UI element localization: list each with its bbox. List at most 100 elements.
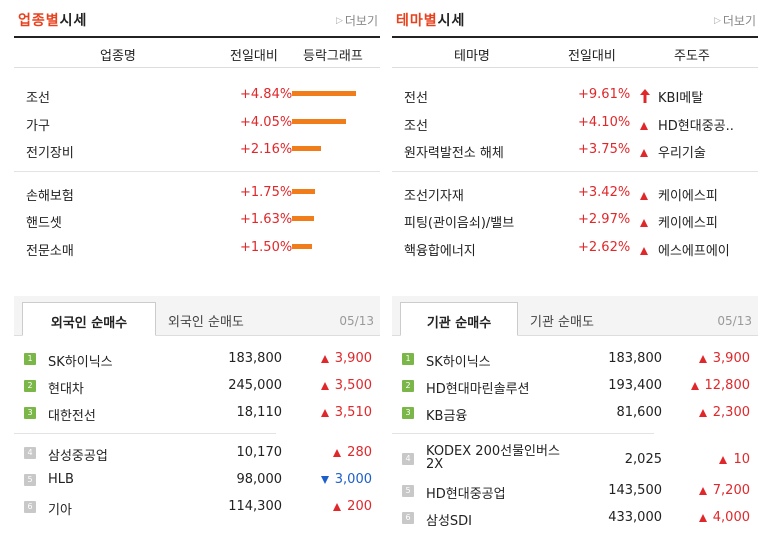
triangle-up-icon bbox=[719, 455, 728, 464]
tab-foreign-buy[interactable]: 외국인 순매수 bbox=[22, 302, 156, 336]
stock-row[interactable]: 3 대한전선 18,110 3,510 bbox=[14, 400, 380, 427]
stock-price: 183,800 bbox=[608, 351, 662, 366]
stock-name[interactable]: 현대차 bbox=[48, 382, 84, 397]
theme-leader[interactable]: KBI메탈 bbox=[658, 91, 704, 106]
stock-name-line2[interactable]: 2X bbox=[426, 457, 444, 472]
stock-price: 183,800 bbox=[228, 351, 282, 366]
theme-name[interactable]: 핵융합에너지 bbox=[404, 243, 476, 259]
theme-row[interactable]: 피팅(관이음쇠)/밸브 +2.97% 케이에스피 bbox=[392, 207, 758, 235]
theme-row[interactable]: 조선 +4.10% HD현대중공.. bbox=[392, 110, 758, 138]
industry-change: +1.50% bbox=[240, 239, 293, 255]
stock-change: 3,500 bbox=[334, 378, 372, 393]
stock-row[interactable]: 2 현대차 245,000 3,500 bbox=[14, 373, 380, 400]
stock-name[interactable]: 삼성중공업 bbox=[48, 449, 108, 464]
stock-name[interactable]: KB금융 bbox=[426, 409, 468, 424]
stock-row[interactable]: 4 삼성중공업 10,170 280 bbox=[14, 440, 380, 467]
stock-row[interactable]: 3 KB금융 81,600 2,300 bbox=[392, 400, 758, 427]
theme-leader[interactable]: 에스에프에이 bbox=[658, 243, 730, 259]
industry-row[interactable]: 전기장비 +2.16% bbox=[14, 137, 380, 165]
industry-row[interactable]: 조선 +4.84% bbox=[14, 82, 380, 110]
stock-change-wrap: 3,510 bbox=[320, 405, 372, 420]
industry-change: +4.05% bbox=[240, 114, 293, 130]
stock-name[interactable]: HD현대중공업 bbox=[426, 487, 506, 502]
theme-leader[interactable]: 케이에스피 bbox=[658, 188, 718, 204]
stock-row[interactable]: 5 HLB 98,000 3,000 bbox=[14, 467, 380, 494]
stock-change: 12,800 bbox=[704, 378, 751, 393]
stock-name[interactable]: 기아 bbox=[48, 503, 72, 518]
theme-name[interactable]: 원자력발전소 해체 bbox=[404, 146, 504, 161]
stock-change-wrap: 3,900 bbox=[320, 351, 372, 366]
change-bar bbox=[292, 243, 312, 249]
tab-institution-buy[interactable]: 기관 순매수 bbox=[400, 302, 518, 336]
industry-row[interactable]: 핸드셋 +1.63% bbox=[14, 207, 380, 235]
stock-name[interactable]: SK하이닉스 bbox=[48, 355, 113, 370]
stock-name[interactable]: KODEX 200선물인버스 bbox=[426, 444, 560, 459]
theme-name[interactable]: 조선기자재 bbox=[404, 188, 464, 204]
stock-row[interactable]: 1 SK하이닉스 183,800 3,900 bbox=[392, 346, 758, 373]
industry-name[interactable]: 핸드셋 bbox=[26, 216, 62, 231]
col-change: 전일대비 bbox=[568, 49, 616, 64]
group-divider bbox=[392, 170, 758, 172]
col-theme-name: 테마명 bbox=[454, 49, 490, 64]
theme-title: 테마별시세 bbox=[396, 13, 466, 29]
tab-institution-sell[interactable]: 기관 순매도 bbox=[530, 315, 594, 330]
stock-name[interactable]: 대한전선 bbox=[48, 409, 96, 424]
industry-row[interactable]: 손해보험 +1.75% bbox=[14, 180, 380, 208]
tab-foreign-sell[interactable]: 외국인 순매도 bbox=[168, 315, 244, 330]
change-bar bbox=[292, 188, 315, 194]
theme-change: +2.62% bbox=[578, 239, 631, 255]
stock-name[interactable]: SK하이닉스 bbox=[426, 355, 491, 370]
stock-row[interactable]: 6 삼성SDI 433,000 4,000 bbox=[392, 505, 758, 532]
industry-row[interactable]: 가구 +4.05% bbox=[14, 110, 380, 138]
industry-name[interactable]: 전기장비 bbox=[26, 146, 74, 161]
industry-name[interactable]: 전문소매 bbox=[26, 243, 74, 259]
stock-change: 3,510 bbox=[334, 405, 372, 420]
industry-more-link[interactable]: ▷ 더보기 bbox=[335, 14, 378, 28]
chevron-right-icon: ▷ bbox=[335, 15, 343, 26]
theme-row[interactable]: 전선 +9.61% KBI메탈 bbox=[392, 82, 758, 110]
institution-tabs: 기관 순매수 기관 순매도 05/13 bbox=[392, 296, 758, 336]
stock-name[interactable]: HLB bbox=[48, 472, 74, 487]
foreign-panel: 외국인 순매수 외국인 순매도 05/13 1 SK하이닉스 183,800 3,90… bbox=[14, 296, 380, 521]
theme-row[interactable]: 핵융합에너지 +2.62% 에스에프에이 bbox=[392, 235, 758, 263]
triangle-up-icon bbox=[698, 408, 707, 417]
stock-change-wrap: 7,200 bbox=[698, 483, 750, 498]
rank-badge: 6 bbox=[24, 501, 36, 513]
theme-change: +2.97% bbox=[578, 212, 631, 227]
rank-badge: 3 bbox=[402, 407, 414, 419]
stock-change-wrap: 3,500 bbox=[320, 378, 372, 393]
theme-leader[interactable]: 케이에스피 bbox=[658, 216, 718, 231]
stock-change-wrap: 280 bbox=[333, 445, 372, 460]
industry-name[interactable]: 가구 bbox=[26, 118, 50, 134]
change-bar bbox=[292, 146, 321, 151]
stock-change-wrap: 10 bbox=[719, 452, 750, 467]
stock-change: 3,900 bbox=[712, 351, 750, 366]
triangle-up-icon bbox=[690, 381, 699, 390]
theme-leader[interactable]: HD현대중공.. bbox=[658, 118, 734, 134]
stock-price: 18,110 bbox=[236, 405, 283, 420]
theme-name[interactable]: 피팅(관이음쇠)/밸브 bbox=[404, 216, 515, 231]
theme-name[interactable]: 전선 bbox=[404, 91, 428, 106]
industry-name[interactable]: 손해보험 bbox=[26, 188, 74, 204]
theme-more-link[interactable]: ▷ 더보기 bbox=[713, 14, 756, 28]
stock-row[interactable]: 5 HD현대중공업 143,500 7,200 bbox=[392, 478, 758, 505]
stock-name[interactable]: 삼성SDI bbox=[426, 514, 473, 529]
stock-row[interactable]: 2 HD현대마린솔루션 193,400 12,800 bbox=[392, 373, 758, 400]
foreign-list: 1 SK하이닉스 183,800 3,900 2 현대차 245,000 3,500 3 대한전선… bbox=[14, 336, 380, 521]
rank-badge: 1 bbox=[24, 353, 36, 365]
stock-row[interactable]: 1 SK하이닉스 183,800 3,900 bbox=[14, 346, 380, 373]
rank-badge: 1 bbox=[402, 353, 414, 365]
theme-leader[interactable]: 우리기술 bbox=[658, 146, 706, 161]
industry-row[interactable]: 전문소매 +1.50% bbox=[14, 235, 380, 263]
triangle-up-icon bbox=[333, 502, 342, 511]
stock-name[interactable]: HD현대마린솔루션 bbox=[426, 382, 530, 397]
theme-row[interactable]: 조선기자재 +3.42% 케이에스피 bbox=[392, 180, 758, 208]
stock-row[interactable]: 4 KODEX 200선물인버스 2X 2,025 10 bbox=[392, 440, 758, 478]
industry-name[interactable]: 조선 bbox=[26, 91, 50, 106]
theme-row[interactable]: 원자력발전소 해체 +3.75% 우리기술 bbox=[392, 137, 758, 165]
theme-change: +4.10% bbox=[578, 114, 631, 130]
stock-row[interactable]: 6 기아 114,300 200 bbox=[14, 494, 380, 521]
theme-name[interactable]: 조선 bbox=[404, 118, 428, 134]
triangle-up-icon bbox=[320, 408, 329, 417]
stock-price: 81,600 bbox=[616, 405, 663, 420]
